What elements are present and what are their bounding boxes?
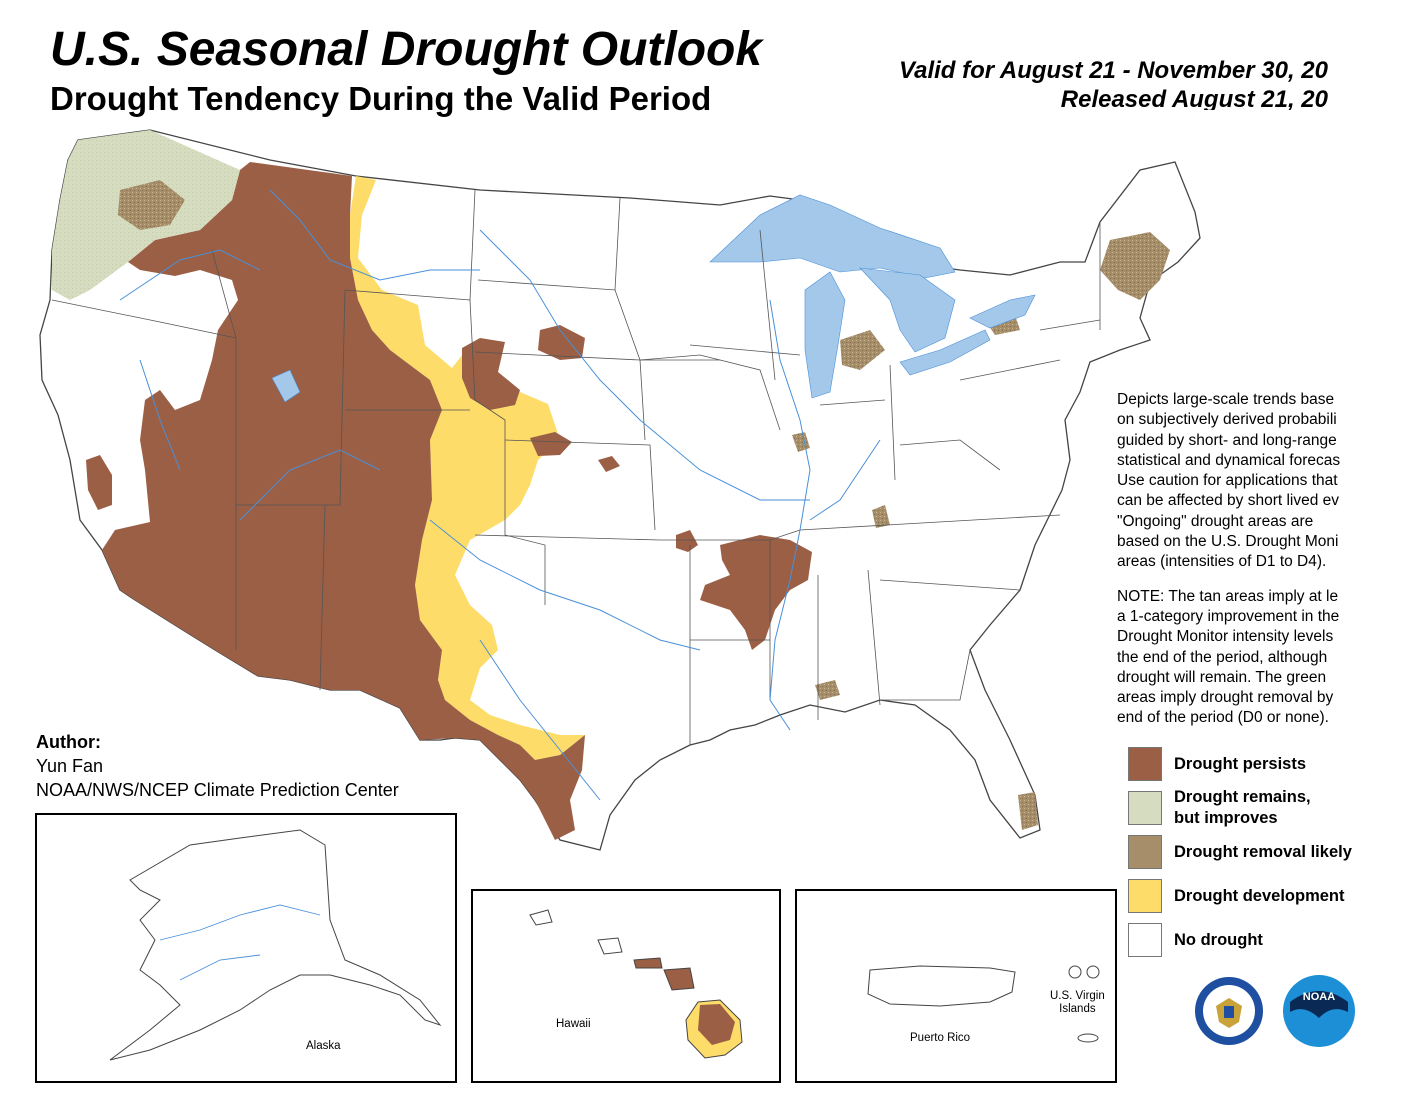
legend-label-line1: Drought remains, [1174, 788, 1311, 806]
page-subtitle: Drought Tendency During the Valid Period [50, 80, 712, 117]
puerto-rico-land [867, 965, 1016, 1007]
hawaii-big-island-persists [698, 1004, 735, 1045]
author-block: Author: Yun Fan NOAA/NWS/NCEP Climate Pr… [36, 730, 399, 802]
lake-michigan [804, 271, 846, 399]
hawaii-inset [471, 889, 781, 1083]
release-date: Released August 21, 20 [1060, 86, 1328, 110]
description-line: on subjectively derived probabili [1117, 411, 1337, 429]
legend-item-none: No drought [1128, 923, 1372, 957]
hawaii-oahu [597, 937, 623, 955]
legend-item-improves: Drought remains, but improves [1128, 788, 1372, 827]
commerce-seal-icon [1195, 977, 1263, 1045]
legend-label: Drought removal likely [1174, 842, 1352, 861]
hawaii-label: Hawaii [556, 1018, 591, 1030]
drought-persists-arkansas [700, 535, 812, 650]
description-paragraph-2: NOTE: The tan areas imply at le a 1-categ… [1117, 587, 1372, 729]
lake-superior [709, 194, 956, 279]
validity-dates: Valid for August 21 - November 30, 20 Re… [899, 56, 1328, 110]
state-borders [51, 189, 1101, 745]
rivers [119, 189, 881, 801]
description-line: areas imply drought removal by [1117, 689, 1334, 707]
description-line: drought will remain. The green [1117, 668, 1327, 686]
drought-removal-ky [872, 505, 890, 528]
virgin-island-3 [1077, 1033, 1099, 1043]
description-line: "Ongoing" drought areas are [1117, 512, 1314, 530]
drought-persists-nebraska [462, 338, 520, 410]
legend-item-development: Drought development [1128, 879, 1372, 913]
legend-swatch [1128, 835, 1162, 869]
description-line: based on the U.S. Drought Moni [1117, 533, 1339, 551]
description-line: guided by short- and long-range [1117, 431, 1337, 449]
drought-persists-west [102, 162, 585, 840]
page-title: U.S. Seasonal Drought Outlook [50, 23, 763, 76]
legend-label-line2: but improves [1174, 809, 1278, 827]
virgin-islands-line1: U.S. Virgin [1050, 990, 1105, 1002]
legend-label: Drought development [1174, 886, 1345, 905]
drought-removal-pnw [118, 180, 185, 230]
description-line: statistical and dynamical forecas [1117, 451, 1341, 469]
legend-label: Drought remains, but improves [1174, 787, 1311, 829]
description-line: NOTE: The tan areas imply at le [1117, 587, 1339, 605]
hawaii-molokai [633, 957, 663, 969]
description-line: can be affected by short lived ev [1117, 492, 1340, 510]
legend-label: Drought persists [1174, 754, 1307, 773]
drought-persists-ks2 [598, 456, 620, 472]
legend-item-removal: Drought removal likely [1128, 835, 1372, 869]
description-line: the end of the period, although [1117, 648, 1328, 666]
author-name: Yun Fan [36, 756, 104, 776]
noaa-logo-text: NOAA [1303, 991, 1335, 1003]
description-line: end of the period (D0 or none). [1117, 709, 1329, 727]
legend-swatch [1128, 791, 1162, 825]
drought-persists-ca-spot [86, 455, 112, 510]
description-line: areas (intensities of D1 to D4). [1117, 553, 1327, 571]
lake-erie [899, 329, 991, 376]
lake-huron [859, 267, 956, 353]
virgin-islands-label: U.S. Virgin Islands [1050, 990, 1105, 1016]
drought-removal-maine [1100, 232, 1170, 300]
drought-persists-sd [538, 325, 585, 360]
drought-removal-michigan [840, 330, 885, 370]
noaa-logo-icon: NOAA [1283, 975, 1355, 1047]
hawaii-kauai [529, 909, 553, 926]
hawaii-maui [663, 967, 695, 991]
description-paragraph-1: Depicts large-scale trends base on subjec… [1117, 390, 1372, 573]
drought-persists-ks [530, 432, 572, 456]
puerto-rico-label: Puerto Rico [910, 1032, 971, 1044]
great-salt-lake [271, 369, 301, 403]
virgin-island-2 [1086, 965, 1100, 979]
drought-removal-fl [1018, 792, 1038, 830]
alaska-rivers [159, 904, 321, 981]
drought-removal-ms [815, 680, 840, 700]
legend-label: No drought [1174, 930, 1263, 949]
virgin-island-1 [1068, 965, 1082, 979]
drought-persists-ok [676, 530, 698, 552]
description-line: a 1-category improvement in the [1117, 607, 1340, 625]
header-clip: Valid for August 21 - November 30, 20 Re… [0, 50, 1370, 110]
virgin-islands-line2: Islands [1059, 1003, 1096, 1015]
description-line: Depicts large-scale trends base [1117, 391, 1335, 408]
legend-swatch [1128, 923, 1162, 957]
author-org: NOAA/NWS/NCEP Climate Prediction Center [36, 780, 399, 800]
alaska-land [109, 829, 442, 1061]
legend: Drought persists Drought remains, but im… [1128, 747, 1372, 967]
legend-swatch [1128, 879, 1162, 913]
alaska-label: Alaska [306, 1040, 341, 1052]
drought-development-area [350, 176, 585, 760]
lake-ontario [969, 294, 1036, 329]
legend-item-persists: Drought persists [1128, 747, 1372, 781]
description: Depicts large-scale trends base on subjec… [1117, 390, 1372, 743]
valid-period: Valid for August 21 - November 30, 20 [898, 57, 1328, 84]
description-line: Drought Monitor intensity levels [1117, 628, 1334, 646]
legend-swatch [1128, 747, 1162, 781]
description-line: Use caution for applications that [1117, 472, 1338, 490]
author-heading: Author: [36, 732, 101, 752]
